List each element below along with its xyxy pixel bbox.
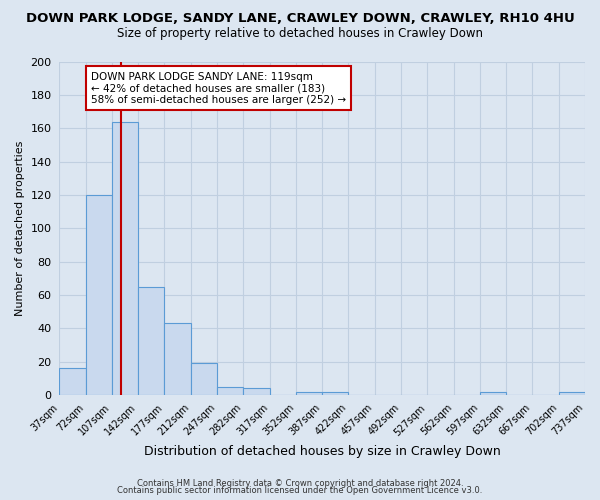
Y-axis label: Number of detached properties: Number of detached properties	[15, 140, 25, 316]
Bar	[322, 392, 349, 395]
Bar	[59, 368, 86, 395]
X-axis label: Distribution of detached houses by size in Crawley Down: Distribution of detached houses by size …	[144, 444, 500, 458]
Text: Contains HM Land Registry data © Crown copyright and database right 2024.: Contains HM Land Registry data © Crown c…	[137, 478, 463, 488]
Text: Contains public sector information licensed under the Open Government Licence v3: Contains public sector information licen…	[118, 486, 482, 495]
Bar	[480, 392, 506, 395]
Text: Size of property relative to detached houses in Crawley Down: Size of property relative to detached ho…	[117, 28, 483, 40]
Bar	[164, 323, 191, 395]
Bar	[244, 388, 269, 395]
Bar	[217, 386, 244, 395]
Bar	[191, 363, 217, 395]
Bar	[86, 195, 112, 395]
Bar	[112, 122, 138, 395]
Bar	[138, 286, 164, 395]
Bar	[559, 392, 585, 395]
Text: DOWN PARK LODGE, SANDY LANE, CRAWLEY DOWN, CRAWLEY, RH10 4HU: DOWN PARK LODGE, SANDY LANE, CRAWLEY DOW…	[26, 12, 574, 26]
Bar	[296, 392, 322, 395]
Text: DOWN PARK LODGE SANDY LANE: 119sqm
← 42% of detached houses are smaller (183)
58: DOWN PARK LODGE SANDY LANE: 119sqm ← 42%…	[91, 72, 346, 104]
